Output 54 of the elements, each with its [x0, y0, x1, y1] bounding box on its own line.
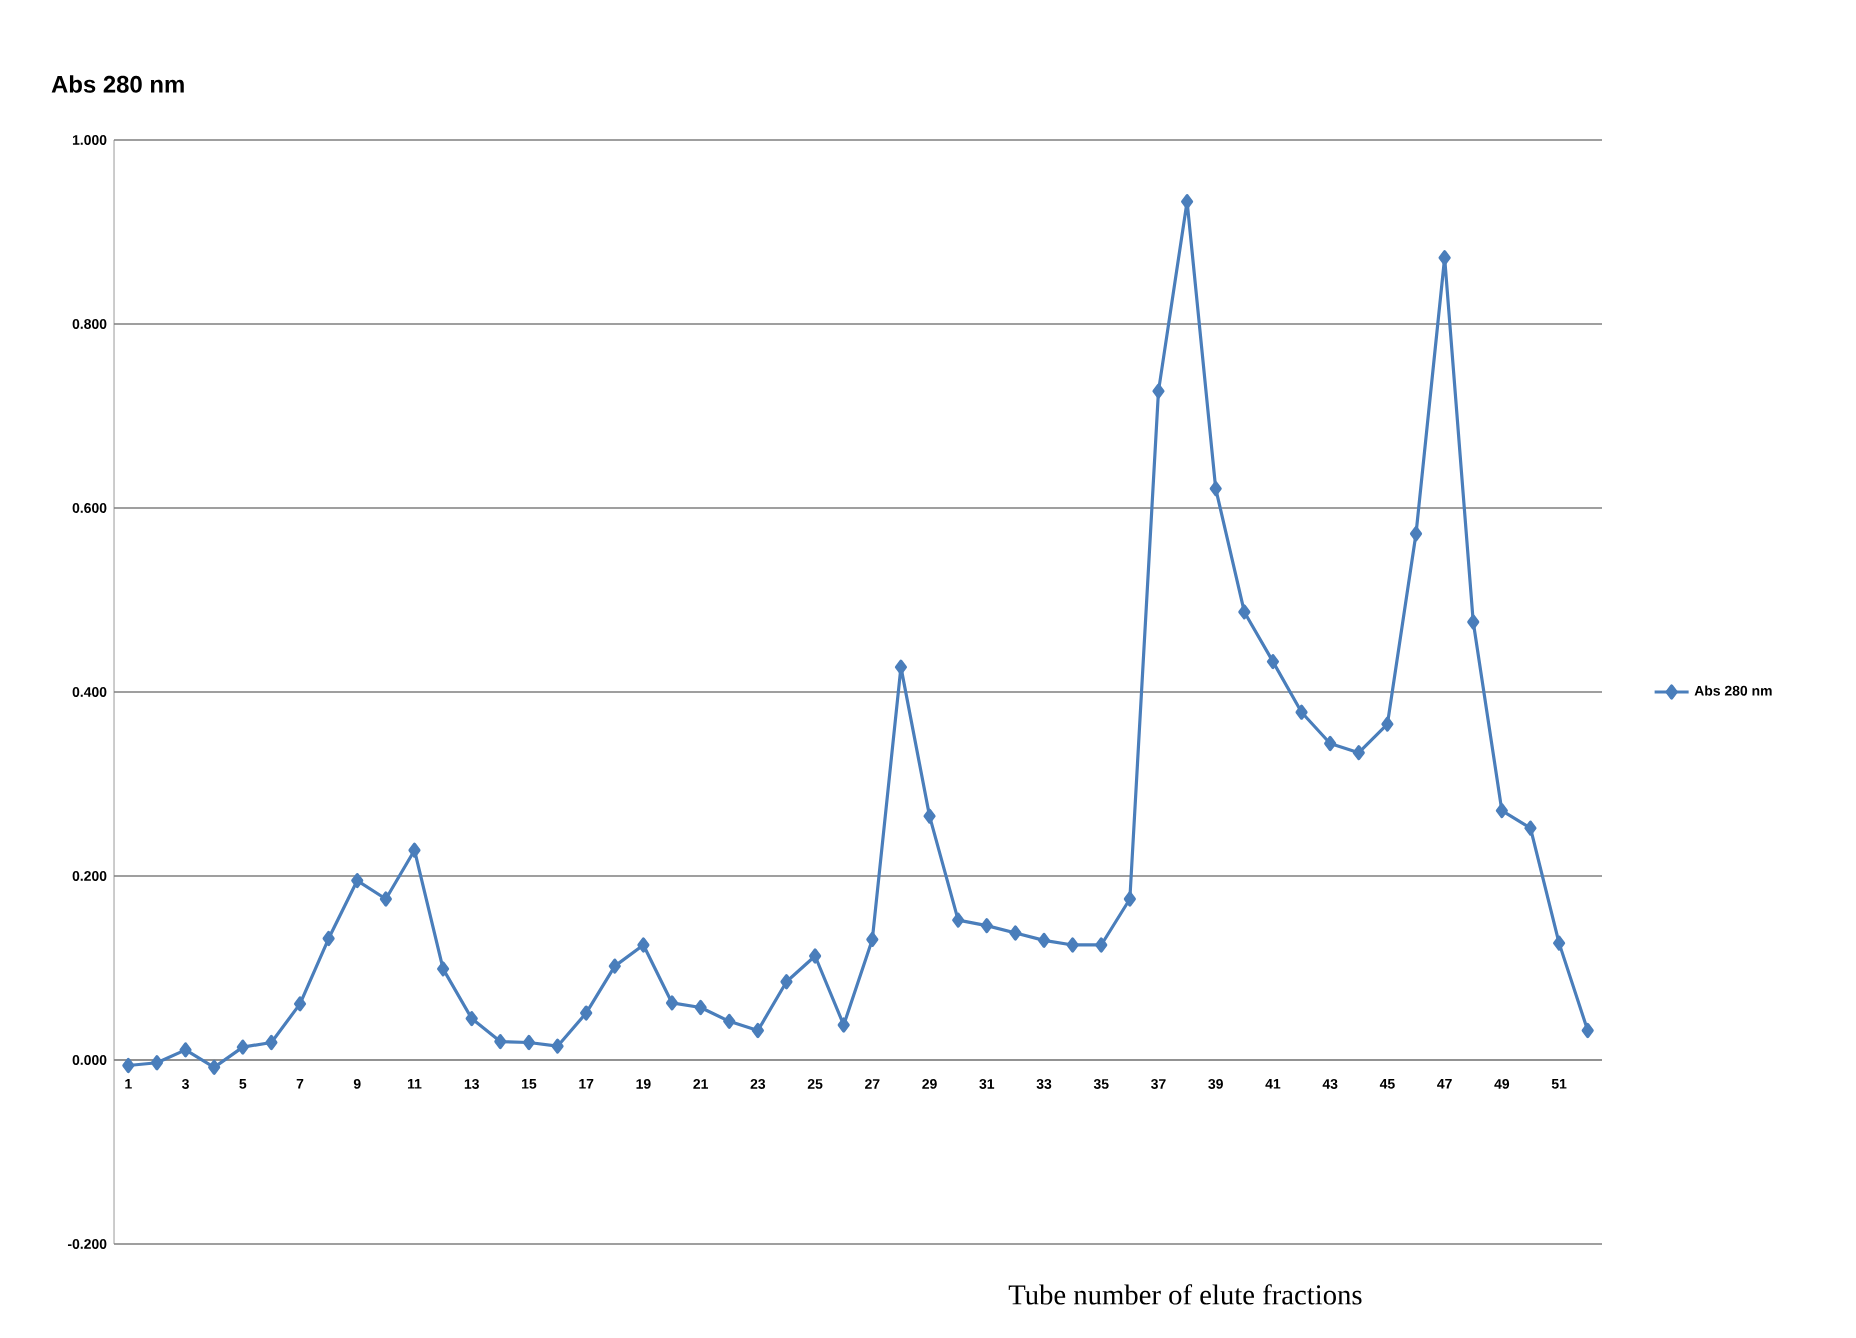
point [1581, 1022, 1594, 1039]
point [1066, 937, 1079, 953]
point [265, 1034, 278, 1051]
point [1381, 716, 1394, 732]
point [952, 912, 965, 928]
point [522, 1034, 536, 1051]
point [751, 1022, 764, 1039]
point [1467, 614, 1480, 630]
x-axis-title: Tube number of elute fractions [1008, 1284, 1362, 1305]
point [980, 918, 993, 934]
point [1037, 932, 1051, 948]
point [351, 872, 364, 889]
point [809, 948, 822, 964]
point [379, 891, 392, 907]
point [780, 974, 793, 990]
point [665, 995, 679, 1011]
point [1238, 604, 1251, 620]
point [694, 999, 707, 1016]
point [150, 1055, 164, 1071]
point [179, 1042, 192, 1058]
point [1495, 803, 1508, 819]
point [465, 1010, 478, 1027]
chart-title: Abs 280 nm [51, 75, 184, 93]
point [894, 659, 908, 675]
point [723, 1013, 736, 1029]
point [1438, 250, 1451, 266]
point [1524, 820, 1537, 836]
point [837, 1017, 850, 1033]
point [1009, 925, 1022, 941]
point [1352, 745, 1365, 761]
point [551, 1038, 564, 1054]
point [608, 958, 621, 974]
point [208, 1059, 221, 1075]
point [1553, 935, 1566, 951]
point [408, 842, 421, 858]
point [1095, 937, 1108, 953]
point [293, 996, 307, 1012]
point [637, 937, 650, 953]
point [122, 1057, 135, 1074]
point [236, 1039, 249, 1055]
point [923, 808, 936, 824]
point [1324, 735, 1337, 752]
point [494, 1033, 507, 1050]
point [1181, 194, 1194, 210]
point [322, 930, 335, 947]
point [1295, 704, 1308, 720]
point [1152, 383, 1165, 399]
point [1123, 891, 1136, 907]
point [866, 931, 879, 948]
point [1209, 481, 1222, 497]
point [437, 961, 450, 977]
point [1409, 526, 1423, 542]
point [1266, 654, 1280, 670]
point [580, 1005, 593, 1021]
